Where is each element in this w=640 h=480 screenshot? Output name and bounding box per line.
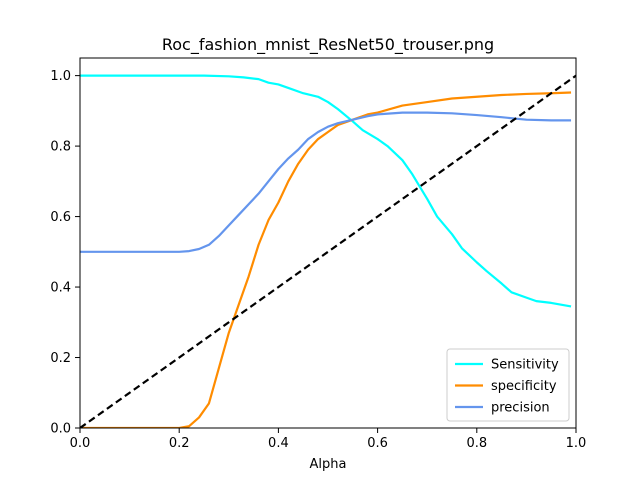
legend-box: [446, 348, 570, 422]
y-axis: 0.0 0.2 0.4 0.6 0.8 1.0: [50, 69, 80, 437]
series-line-precision: [80, 111, 572, 253]
plot-frame: [79, 57, 577, 429]
legend-label-sensitivity: Sensitivity: [491, 358, 559, 373]
y-tick-label: 1.0: [50, 69, 71, 84]
series-line-sensitivity: [80, 74, 572, 308]
legend-label-precision: precision: [491, 401, 550, 416]
plot-area: [79, 57, 577, 429]
y-tick-label: 0.6: [50, 210, 71, 225]
x-axis: 0.0 0.2 0.4 0.6 0.8 1.0: [70, 428, 587, 451]
legend: Sensitivity specificity precision: [446, 348, 570, 422]
y-tick-label: 0.2: [50, 351, 71, 366]
y-tick-label: 0.4: [50, 281, 71, 296]
x-tick-label: 1.0: [566, 436, 587, 451]
x-tick-label: 0.2: [169, 436, 190, 451]
series-line-specificity: [80, 91, 572, 428]
x-tick-label: 0.4: [268, 436, 289, 451]
reference-diagonal-line: [80, 74, 576, 428]
legend-label-specificity: specificity: [491, 379, 557, 394]
x-tick-label: 0.6: [367, 436, 388, 451]
y-tick-label: 0.8: [50, 140, 71, 155]
y-tick-label: 0.0: [50, 422, 71, 437]
x-tick-label: 0.0: [70, 436, 91, 451]
x-axis-label: Alpha: [310, 457, 347, 472]
x-tick-label: 0.8: [466, 436, 487, 451]
chart-title: Roc_fashion_mnist_ResNet50_trouser.png: [162, 35, 494, 55]
